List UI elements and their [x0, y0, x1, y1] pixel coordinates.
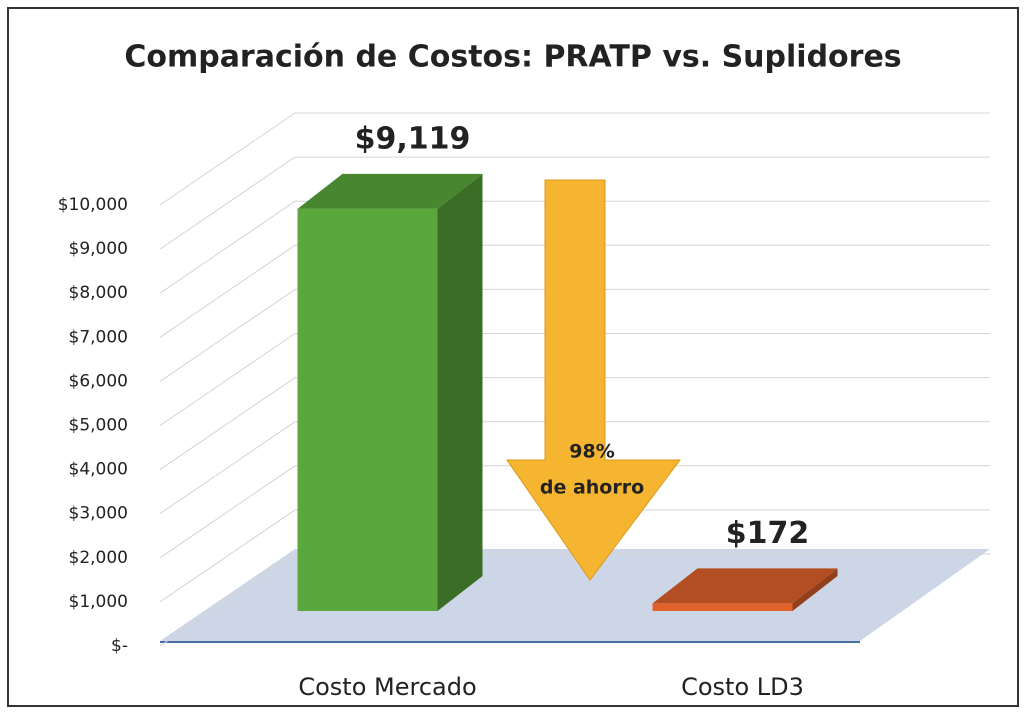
x-tick-label: Costo LD3 [681, 673, 804, 701]
y-tick-label: $3,000 [69, 504, 128, 524]
grid-line [159, 200, 296, 294]
bar [297, 208, 438, 611]
y-tick-label: $5,000 [69, 416, 128, 436]
bar [652, 603, 793, 611]
y-tick-label: $4,000 [69, 460, 128, 480]
annotation: 98% [569, 441, 614, 463]
savings-arrow [506, 179, 681, 581]
bar-top [652, 568, 838, 604]
grid-line [159, 156, 296, 250]
bar-side [792, 568, 838, 611]
grid-line [159, 377, 296, 471]
value-label: $172 [726, 516, 810, 551]
grid-line [159, 421, 296, 515]
grid-line [159, 465, 296, 559]
y-tick-label: $- [111, 636, 128, 656]
y-tick-label: $9,000 [69, 239, 128, 259]
value-label: $9,119 [355, 121, 471, 156]
x-tick-label: Costo Mercado [298, 673, 476, 701]
y-tick-label: $6,000 [69, 371, 128, 391]
y-tick-label: $1,000 [69, 592, 128, 612]
floor [160, 549, 990, 641]
grid-line [159, 553, 296, 647]
grid-line [159, 333, 296, 426]
y-tick-label: $7,000 [69, 327, 128, 347]
chart-title: Comparación de Costos: PRATP vs. Suplido… [124, 40, 901, 75]
y-tick-label: $8,000 [69, 283, 128, 303]
y-tick-label: $2,000 [69, 548, 128, 568]
grid-line [159, 509, 296, 603]
grid-line [159, 244, 296, 338]
bar-top [297, 173, 483, 209]
y-tick-label: $10,000 [58, 195, 128, 215]
grid-line [159, 112, 296, 206]
grid-line [159, 288, 296, 382]
annotation: de ahorro [540, 477, 644, 499]
bar-side [437, 173, 483, 611]
